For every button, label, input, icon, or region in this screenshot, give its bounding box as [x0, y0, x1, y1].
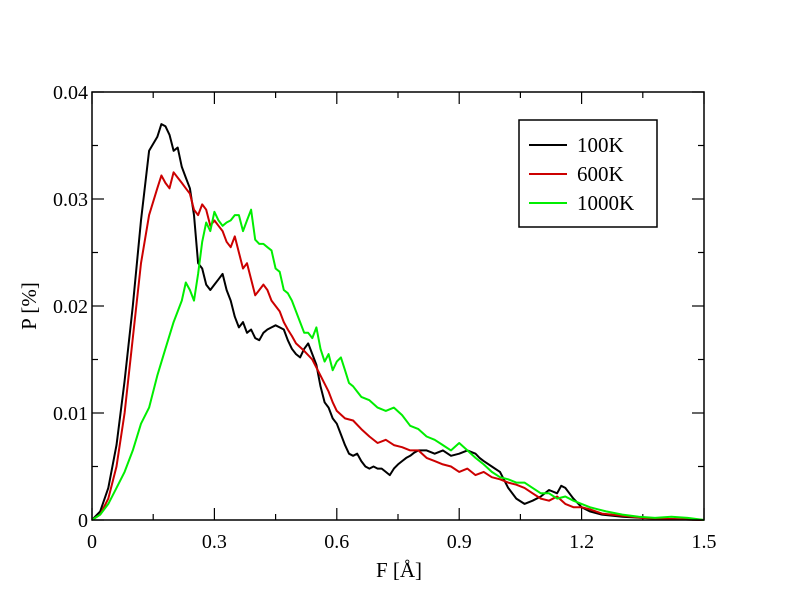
plot-frame	[91, 91, 705, 521]
y-tick-label: 0.02	[53, 296, 88, 318]
y-axis-title: P [%]	[17, 282, 41, 330]
series-line-1000k	[91, 208, 705, 521]
legend-label-1000k: 1000K	[577, 191, 634, 215]
x-tick-label: 1.2	[569, 531, 594, 553]
series-layer	[91, 123, 705, 521]
y-tick-label: 0.04	[53, 82, 88, 104]
legend-label-600k: 600K	[577, 162, 624, 186]
x-axis-ticks: 0 0.3 0.6 0.9 1.2 1.5	[87, 92, 717, 553]
x-tick-label: 0	[87, 531, 97, 553]
legend: 100K 600K 1000K	[518, 119, 658, 228]
x-tick-label: 1.5	[692, 531, 717, 553]
series-line-600k	[91, 171, 705, 521]
legend-label-100k: 100K	[577, 133, 624, 157]
y-tick-label: 0.01	[53, 403, 88, 425]
y-tick-label: 0	[78, 510, 88, 532]
x-tick-label: 0.9	[447, 531, 472, 553]
x-axis-title: F [Å]	[376, 558, 422, 582]
y-axis-ticks: 0 0.01 0.02 0.03 0.04	[53, 82, 704, 532]
series-line-100k	[91, 123, 705, 521]
x-tick-label: 0.3	[202, 531, 227, 553]
y-tick-label: 0.03	[53, 189, 88, 211]
x-tick-label: 0.6	[324, 531, 349, 553]
